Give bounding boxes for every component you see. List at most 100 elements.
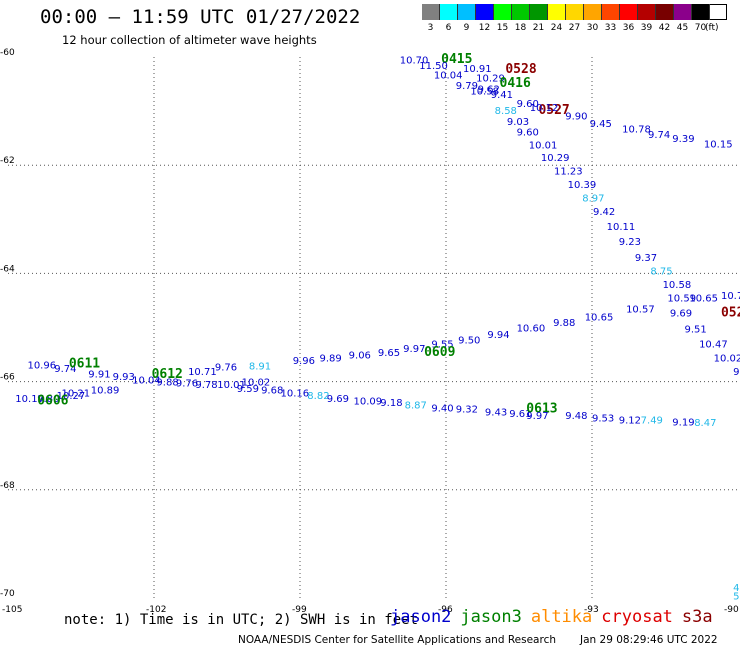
wave-height-label: 8.82	[307, 391, 329, 402]
legend-swatch	[476, 4, 494, 20]
wave-height-label: 9.78	[195, 380, 217, 391]
wave-height-label: 10.29	[541, 153, 570, 164]
wave-height-label: 10.02	[714, 353, 740, 364]
wave-height-label: 9.74	[54, 364, 76, 375]
legend-label: 36	[622, 23, 635, 33]
wave-height-label: 10.70	[400, 56, 429, 67]
wave-height-label: 10.58	[470, 87, 499, 98]
wave-height-label: 10.11	[607, 222, 636, 233]
wave-height-label: 9.88	[553, 318, 575, 329]
lon-tick-label: -105	[2, 605, 22, 615]
satellite-legend-item: altika	[530, 607, 593, 627]
lon-tick-label: -99	[292, 605, 307, 615]
wave-height-label: 10.60	[517, 324, 546, 335]
lat-tick-label: -60	[0, 48, 15, 58]
legend-swatch	[656, 4, 674, 20]
legend-swatch	[458, 4, 476, 20]
wave-height-label: 9.03	[507, 117, 529, 128]
wave-height-label: 9.76	[176, 379, 198, 390]
wave-height-label: 10.15	[704, 140, 733, 151]
wave-height-label: 10.58	[663, 280, 692, 291]
wave-height-label: 8.47	[694, 418, 716, 429]
legend-label: 18	[514, 23, 527, 33]
generated-timestamp: Jan 29 08:29:46 UTC 2022	[580, 634, 718, 646]
wave-height-label: 10.17	[15, 394, 44, 405]
legend-label: 6	[445, 23, 452, 33]
wave-height-label: 8.97	[582, 194, 604, 205]
wave-height-label: 9.41	[491, 90, 513, 101]
wave-height-label: 10.78	[622, 124, 651, 135]
lon-tick-label: -90	[724, 605, 739, 615]
wave-height-label: 9.68	[261, 386, 283, 397]
wave-height-label: 10.04	[132, 375, 161, 386]
lon-tick-label: -93	[584, 605, 599, 615]
wave-height-label: 10.21	[62, 388, 91, 399]
satellite-legend-item: jason2	[390, 607, 452, 627]
wave-height-label: 9.42	[593, 207, 615, 218]
wave-height-label: 10.96	[27, 360, 56, 371]
legend-label: 9	[463, 23, 470, 33]
wave-height-label: 9.23	[619, 237, 641, 248]
wave-height-label: 10.16	[281, 388, 310, 399]
legend-label: 42	[658, 23, 671, 33]
wave-height-label: 10.27	[57, 391, 86, 402]
page-title: 00:00 – 11:59 UTC 01/27/2022	[40, 6, 361, 28]
wave-height-label: 10.57	[626, 305, 655, 316]
wave-height-label: 8.75	[650, 267, 672, 278]
legend-label: 39	[640, 23, 653, 33]
pass-time-label: 0612	[152, 367, 183, 382]
wave-height-label: 10.78	[721, 291, 740, 302]
pass-time-label: 0606	[37, 394, 68, 409]
wave-height-label: 4.87	[733, 583, 740, 594]
legend-label: 3	[427, 23, 434, 33]
wave-height-label: 9.50	[458, 335, 480, 346]
legend-label: 27	[568, 23, 581, 33]
wave-height-label: 10.59	[667, 294, 696, 305]
wave-height-label: 9.96	[293, 356, 315, 367]
wave-height-label: 10.89	[91, 386, 120, 397]
wave-height-label: 9.59	[237, 384, 259, 395]
satellite-legend-item: cryosat	[601, 607, 673, 627]
wave-height-label: 9.32	[456, 405, 478, 416]
legend-label: 21	[532, 23, 545, 33]
wave-height-label: 9.53	[592, 413, 614, 424]
wave-height-label: 10.01	[217, 380, 246, 391]
wave-height-label: 7.49	[641, 415, 663, 426]
legend-swatch	[530, 4, 548, 20]
wave-height-label: 9.94	[487, 330, 509, 341]
legend-swatch	[692, 4, 710, 20]
wave-height-label: 10.02	[242, 378, 271, 389]
wave-height-label: 9.43	[485, 407, 507, 418]
lat-tick-label: -62	[0, 156, 15, 166]
credit-text: NOAA/NESDIS Center for Satellite Applica…	[238, 634, 556, 646]
legend-swatch	[422, 4, 440, 20]
pass-time-label: 0416	[500, 76, 531, 91]
wave-height-label: 9.48	[565, 411, 587, 422]
legend-label: 15	[496, 23, 509, 33]
legend-swatch	[674, 4, 692, 20]
wave-height-label: 9.89	[319, 353, 341, 364]
wave-height-label: 10.39	[568, 180, 597, 191]
wave-height-label: 10.29	[476, 74, 505, 85]
footer-note: note: 1) Time is in UTC; 2) SWH is in fe…	[64, 612, 419, 628]
wave-height-label: 9.06	[349, 351, 371, 362]
wave-height-label: 10.47	[699, 340, 728, 351]
wave-height-label: 10.65	[689, 294, 718, 305]
pass-time-label: 0526	[721, 305, 740, 320]
wave-height-label: 9.60	[517, 128, 539, 139]
wave-height-label: 9.55	[431, 340, 453, 351]
legend-swatch	[584, 4, 602, 20]
pass-time-label: 0527	[538, 103, 569, 118]
wave-height-label: 9.88	[156, 378, 178, 389]
wave-height-label: 9.62	[478, 84, 500, 95]
wave-height-label: 10.01	[529, 141, 558, 152]
lat-tick-label: -66	[0, 373, 15, 383]
legend-swatch	[602, 4, 620, 20]
wave-height-label: 9.93	[113, 372, 135, 383]
legend-swatch	[620, 4, 638, 20]
wave-height-label: 10.12	[530, 103, 559, 114]
pass-time-label: 0613	[526, 402, 557, 417]
legend-label: 33	[604, 23, 617, 33]
satellite-legend: jason2 jason3 altika cryosat s3a	[390, 607, 722, 627]
